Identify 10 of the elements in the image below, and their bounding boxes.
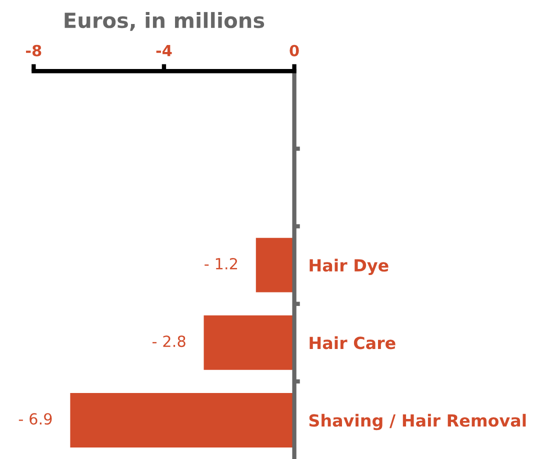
data-label: - 6.9: [18, 413, 52, 425]
x-tick-label: -4: [156, 45, 172, 56]
y-tick-label: Shaving / Hair Removal: [309, 414, 526, 430]
y-tick-label: Hair Care: [310, 336, 396, 350]
data-label: - 2.8: [152, 336, 186, 348]
x-axis-title: Euros, in millions: [64, 12, 264, 31]
x-tick-label: -8: [26, 44, 42, 56]
y-tick-label: Hair Dye: [310, 258, 388, 275]
data-label: - 1.2: [204, 258, 238, 270]
x-tick-label: 0: [290, 44, 299, 56]
